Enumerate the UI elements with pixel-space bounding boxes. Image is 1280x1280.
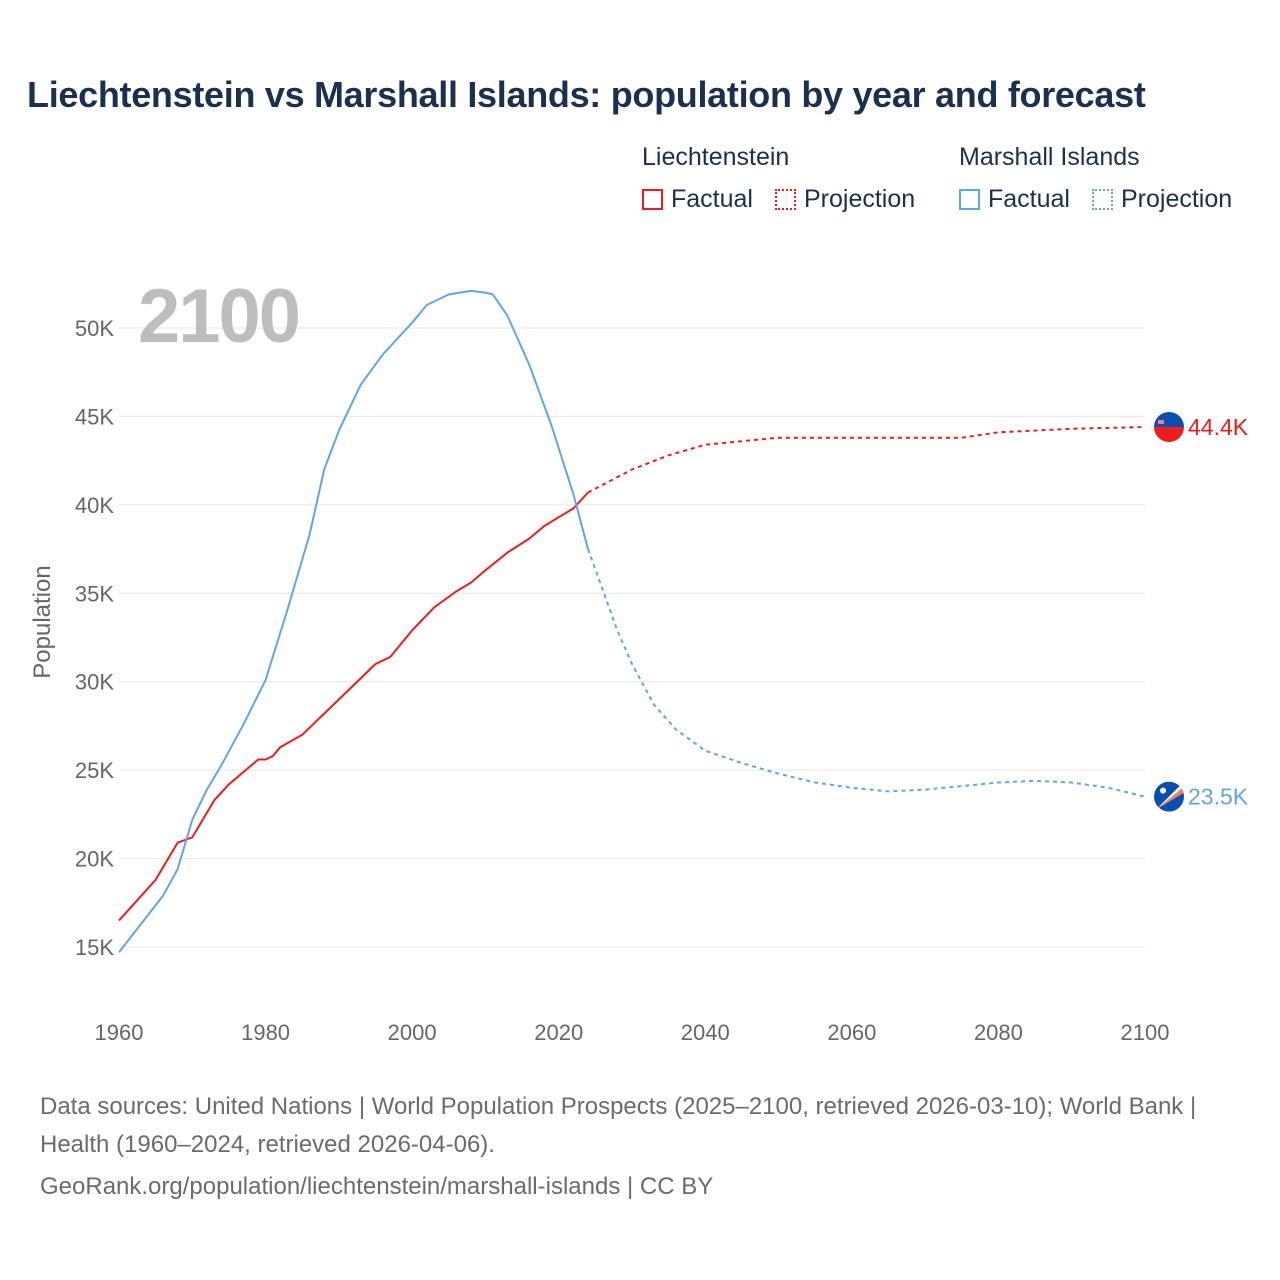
line-liechtenstein-projection: [587, 426, 1146, 494]
end-markers: 44.4K 23.5K: [1154, 412, 1249, 812]
legend-label: Projection: [804, 185, 916, 213]
legend-item-factual[interactable]: Factual: [642, 185, 753, 214]
line-chart: 2100 Population 15K 20K 25K 30K 35K 40K 45K 50K…: [29, 274, 1249, 1045]
y-tick-label: 40K: [75, 493, 114, 518]
y-tick-label: 20K: [75, 847, 114, 872]
flag-star: [1160, 787, 1166, 794]
y-tick-label: 25K: [75, 758, 114, 783]
legend-item-projection[interactable]: Projection: [1092, 185, 1232, 214]
x-axis: 1960 1980 2000 2020 2040 2060 2080 2100: [95, 1020, 1170, 1045]
legend-item-factual[interactable]: Factual: [959, 185, 1070, 214]
flag-crown: [1158, 420, 1164, 425]
line-marshall-islands-projection: [587, 548, 1146, 798]
y-axis-label: Population: [29, 565, 56, 678]
y-tick-label: 45K: [75, 404, 114, 429]
y-axis: 15K 20K 25K 30K 35K 40K 45K 50K: [75, 316, 114, 960]
legend-swatch-solid: [642, 189, 663, 210]
y-tick-label: 30K: [75, 670, 114, 695]
line-liechtenstein-factual: [118, 491, 589, 922]
chart-title: Liechtenstein vs Marshall Islands: popul…: [27, 74, 1146, 115]
flag-stripe-blue: [1154, 412, 1184, 428]
legend-label: Projection: [1121, 185, 1233, 213]
legend-label: Factual: [988, 185, 1070, 213]
y-tick-label: 35K: [75, 581, 114, 606]
footer: Data sources: United Nations | World Pop…: [40, 1088, 1240, 1206]
line-marshall-islands-factual: [118, 289, 589, 953]
x-tick-label: 1960: [95, 1020, 144, 1045]
flag-stripe-red: [1154, 427, 1184, 443]
x-tick-label: 2060: [827, 1020, 876, 1045]
end-value-label: 44.4K: [1188, 414, 1249, 440]
legend-item-projection[interactable]: Projection: [775, 185, 915, 214]
legend-swatch-dotted: [775, 189, 796, 210]
flag-marshall-islands-icon: [1154, 781, 1184, 812]
legend-group-title: Liechtenstein: [642, 143, 790, 171]
flag-ray-white: [1156, 781, 1184, 810]
legend-label: Factual: [671, 185, 753, 213]
series-lines: [118, 289, 1146, 953]
x-tick-label: 2040: [681, 1020, 730, 1045]
legend-group-title: Marshall Islands: [959, 143, 1140, 171]
year-watermark: 2100: [138, 274, 299, 359]
grid-lines: [119, 327, 1145, 948]
x-tick-label: 2000: [388, 1020, 437, 1045]
y-tick-label: 15K: [75, 935, 114, 960]
x-tick-label: 2100: [1121, 1020, 1170, 1045]
x-tick-label: 2080: [974, 1020, 1023, 1045]
x-tick-label: 1980: [241, 1020, 290, 1045]
data-sources: Data sources: United Nations | World Pop…: [40, 1093, 1197, 1158]
legend-swatch-dotted: [1092, 189, 1113, 210]
flag-body: [1154, 412, 1184, 443]
legend-swatch-solid: [959, 189, 980, 210]
x-tick-label: 2020: [534, 1020, 583, 1045]
flag-liechtenstein-icon: [1154, 412, 1184, 443]
flag-body: [1154, 781, 1184, 812]
end-value-label: 23.5K: [1188, 784, 1249, 810]
source-link[interactable]: GeoRank.org/population/liechtenstein/mar…: [40, 1173, 714, 1200]
y-tick-label: 50K: [75, 316, 114, 341]
